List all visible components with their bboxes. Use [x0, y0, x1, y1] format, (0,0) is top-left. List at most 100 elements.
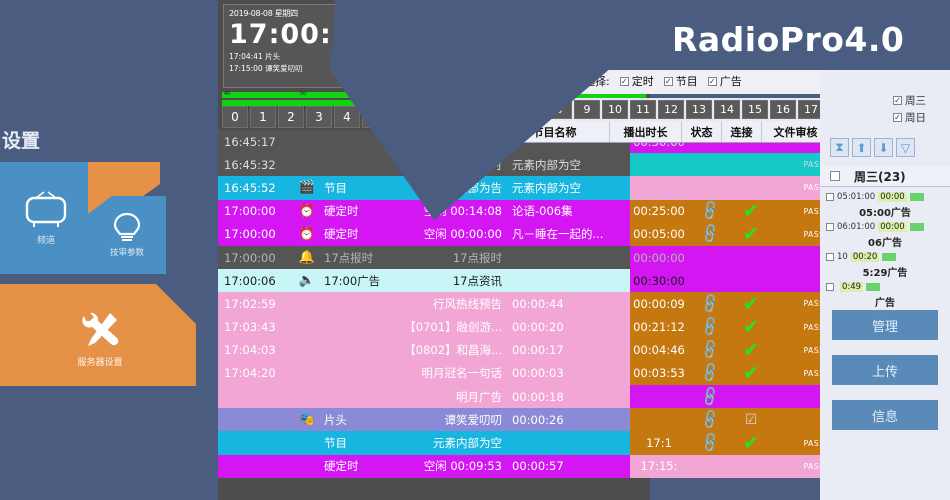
- page-tab-13[interactable]: 13: [686, 100, 712, 119]
- page-tab-14[interactable]: 14: [714, 100, 740, 119]
- cell-airtime: [218, 455, 290, 478]
- clock-date: 2019-08-08 星期四: [229, 9, 298, 18]
- item-duration: 00:00: [878, 222, 907, 232]
- cell-block: 空闲 00:09:53: [423, 459, 502, 474]
- item-time: 10: [837, 252, 848, 262]
- upload-button[interactable]: 上传: [832, 355, 938, 385]
- file-check-icon[interactable]: ☑: [154, 59, 186, 95]
- cell-duration: 00:30:00: [633, 273, 685, 288]
- cell-type: [324, 153, 396, 176]
- filter-up-icon[interactable]: ⧗: [830, 138, 849, 157]
- cell-pass: PASS: [803, 368, 825, 378]
- cell-duration: 00:03:53: [633, 366, 685, 381]
- mid-page-tab-2[interactable]: 2: [278, 106, 304, 128]
- tile-server-settings[interactable]: 服务器设置: [40, 305, 160, 373]
- list-item[interactable]: 05:01:00 00:00 05:00广告: [820, 190, 950, 219]
- tile-channel-label: 频道: [36, 235, 55, 246]
- cell-pass: PASS: [803, 345, 825, 355]
- cell-type: [324, 362, 396, 385]
- arrow-up-icon[interactable]: ⬆: [852, 138, 871, 157]
- row-icon: [290, 130, 324, 153]
- waveform-icon: [909, 193, 924, 201]
- weekday-checkbox-wed[interactable]: ✓ 周三: [820, 92, 950, 109]
- cell-airtime: 17:00:00: [224, 250, 276, 265]
- cell-pass: PASS: [803, 322, 825, 332]
- cell-type: [324, 292, 396, 315]
- cell-block: 元素内部为空: [433, 436, 502, 451]
- table-row[interactable]: 17:04:03 【0802】和昌海... 00:00:17 00:04:46 🔗 ✔ PA…: [218, 338, 950, 362]
- audit-check-icon: ✔: [743, 339, 759, 362]
- filter-checkbox-ad[interactable]: ✓ 广告: [707, 73, 742, 89]
- row-icon: [290, 362, 324, 385]
- tile-channel[interactable]: 频道: [0, 162, 100, 274]
- next-button[interactable]: ▶|: [184, 13, 199, 29]
- list-item[interactable]: 0:49 广告: [820, 280, 950, 309]
- cell-program-name: 论语-006集: [512, 204, 573, 219]
- info-button[interactable]: 信息: [832, 400, 938, 430]
- file-check-icon[interactable]: ☑: [154, 96, 186, 132]
- meter-tick-10: 10: [75, 15, 82, 21]
- table-row[interactable]: 17:00:00 ⏰ 硬定时 空闲 00:00:00 凡－睡在一起的... 00:05:0…: [218, 222, 950, 246]
- page-tab-9[interactable]: 9: [574, 100, 600, 119]
- filter-label-program: 节目: [675, 75, 698, 88]
- filter-checkbox-program[interactable]: ✓ 节目: [663, 73, 698, 89]
- stop-button[interactable]: [203, 15, 214, 27]
- item-checkbox[interactable]: [826, 253, 834, 261]
- page-tab-17[interactable]: 17: [798, 100, 824, 119]
- cell-block: 【0701】融创游...: [404, 320, 502, 335]
- clapper-icon: 🎭: [298, 412, 316, 428]
- item-duration: 00:20: [850, 252, 880, 262]
- filter-down-icon[interactable]: ▽: [896, 138, 915, 157]
- filter-checkbox-timer[interactable]: ✓ 定时: [619, 73, 654, 89]
- cell-duration: 00:00:09: [633, 296, 685, 311]
- weekday-label-sun: 周日: [905, 112, 926, 124]
- page-tab-16[interactable]: 16: [770, 100, 796, 119]
- item-time: 05:01:00: [837, 192, 876, 202]
- audit-check-icon: ✔: [743, 200, 759, 223]
- mid-page-tab-1[interactable]: 1: [250, 106, 276, 128]
- cell-airtime: 17:04:20: [224, 366, 276, 381]
- table-row[interactable]: 17:03:43 【0701】融创游... 00:00:20 00:21:12 🔗 ✔ PA…: [218, 315, 950, 339]
- mid-page-tab-3[interactable]: 3: [306, 106, 332, 128]
- page-tab-15[interactable]: 15: [742, 100, 768, 119]
- cell-type: 硬定时: [324, 204, 359, 219]
- col-link: 连接: [722, 121, 762, 142]
- cell-program-name: [506, 269, 624, 292]
- cell-type: [324, 385, 396, 408]
- right-panel-toolbar[interactable]: ⧗ ⬆ ⬇ ▽: [830, 138, 915, 157]
- audit-check-icon: ✔: [743, 292, 759, 315]
- filter-label-timer: 定时: [631, 75, 654, 88]
- cell-airtime: 16:45:17: [224, 134, 276, 149]
- page-title: 设置: [2, 130, 41, 152]
- list-item[interactable]: 10 00:20 5:29广告: [820, 250, 950, 279]
- mid-page-tab-0[interactable]: 0: [222, 106, 248, 128]
- col-status: 状态: [682, 121, 722, 142]
- cell-type: 硬定时: [324, 459, 359, 474]
- item-checkbox[interactable]: [826, 193, 834, 201]
- weekday-checkbox-sun[interactable]: ✓ 周日: [820, 109, 950, 126]
- select-all-checkbox[interactable]: [830, 171, 840, 181]
- tile-tech-params[interactable]: 技审参数: [88, 196, 166, 274]
- cell-type: 节目: [324, 436, 347, 451]
- blue-area-bottom-left: [0, 386, 218, 500]
- manage-button[interactable]: 管理: [832, 310, 938, 340]
- cell-duration: 17:15:: [640, 459, 678, 474]
- cell-block: 明月广告: [456, 389, 502, 404]
- play-button[interactable]: ▶: [170, 13, 181, 29]
- clock-next-1: 17:04:41 片头: [229, 52, 281, 61]
- item-checkbox[interactable]: [826, 223, 834, 231]
- checkbox-box: ✓: [619, 76, 629, 86]
- item-label: 广告: [875, 298, 895, 309]
- col-audit: 审核: [186, 35, 218, 58]
- film-icon: 🎬: [298, 180, 316, 196]
- row-icon: [290, 153, 324, 176]
- list-item[interactable]: 06:01:00 00:00 06广告: [820, 220, 950, 249]
- arrow-down-icon[interactable]: ⬇: [874, 138, 893, 157]
- item-checkbox[interactable]: [826, 283, 834, 291]
- mid-page-tab-4[interactable]: 4: [334, 106, 360, 128]
- cell-airtime: [218, 431, 290, 454]
